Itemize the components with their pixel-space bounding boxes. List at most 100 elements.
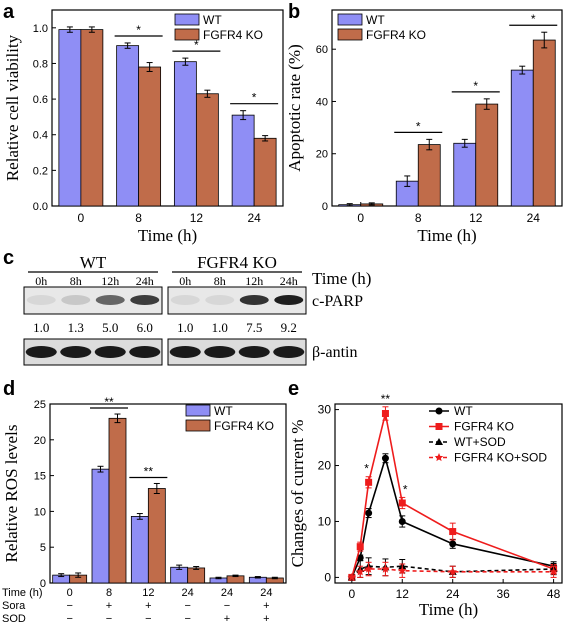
band-quantification: 1.0 bbox=[212, 320, 228, 335]
data-point bbox=[398, 566, 407, 575]
bar-ko bbox=[417, 144, 441, 207]
band-quantification: 9.2 bbox=[281, 320, 297, 335]
cparp-band bbox=[239, 295, 269, 305]
condition-cell: − bbox=[224, 600, 230, 612]
panel-label-a: a bbox=[3, 1, 15, 23]
legend-marker bbox=[435, 438, 443, 445]
x-tick-label: 12 bbox=[396, 587, 410, 601]
data-point bbox=[364, 564, 373, 573]
data-point bbox=[381, 564, 390, 573]
x-axis-label: Time (h) bbox=[417, 226, 476, 245]
legend-label: WT bbox=[366, 13, 385, 27]
legend-label: FGFR4 KO bbox=[203, 28, 263, 42]
condition-cell: − bbox=[184, 613, 190, 625]
legend-label: WT+SOD bbox=[454, 435, 506, 449]
actin-band bbox=[25, 346, 57, 358]
legend-label: FGFR4 KO bbox=[214, 419, 274, 433]
cparp-band bbox=[130, 295, 160, 305]
bar-ko bbox=[475, 103, 499, 207]
blot-group-label: FGFR4 KO bbox=[197, 253, 277, 272]
actin-band bbox=[238, 346, 270, 358]
y-tick-label: 10 bbox=[34, 506, 46, 518]
actin-band bbox=[60, 346, 92, 358]
chart-e: 0 10 20 30 0 12 24 36 48 Time (h) Changes of curre… bbox=[288, 392, 563, 619]
y-tick-label: 0.0 bbox=[33, 201, 48, 213]
y-axis-label: Relative ROS levels bbox=[2, 425, 21, 563]
x-tick-label: 0 bbox=[357, 211, 364, 225]
band-quantification: 1.3 bbox=[68, 320, 84, 335]
legend-label: FGFR4 KO bbox=[366, 28, 426, 42]
x-tick-label: 24 bbox=[446, 587, 460, 601]
bar-wt bbox=[116, 45, 140, 207]
plot-frame bbox=[49, 403, 287, 584]
band-quantification: 6.0 bbox=[137, 320, 153, 335]
x-tick-label: 8 bbox=[415, 211, 422, 225]
data-point bbox=[356, 543, 364, 551]
actin-band bbox=[169, 346, 201, 358]
band-quantification: 1.0 bbox=[33, 320, 49, 335]
data-point bbox=[449, 528, 457, 536]
data-point bbox=[449, 540, 457, 548]
condition-cell: + bbox=[263, 613, 269, 625]
condition-cell: 24 bbox=[221, 587, 233, 599]
y-tick-label: 0 bbox=[324, 570, 331, 584]
legend-marker bbox=[434, 453, 444, 462]
bar-ko bbox=[195, 93, 219, 207]
data-point bbox=[347, 572, 357, 581]
legend-swatch-wt bbox=[337, 13, 363, 26]
y-axis-label: Relative cell viability bbox=[3, 34, 22, 181]
x-tick-label: 0 bbox=[348, 587, 355, 601]
bar-wt bbox=[58, 29, 82, 207]
x-tick-label: 24 bbox=[247, 211, 261, 225]
y-tick-label: 60 bbox=[316, 44, 328, 56]
band-quantification: 1.0 bbox=[177, 320, 193, 335]
bar-wt bbox=[91, 468, 110, 584]
significance-marker: ** bbox=[381, 392, 391, 406]
bar-wt bbox=[231, 114, 255, 207]
significance-marker: ** bbox=[144, 464, 154, 478]
series-line-0 bbox=[351, 455, 554, 578]
legend-label: WT bbox=[203, 13, 222, 27]
condition-cell: − bbox=[145, 613, 151, 625]
legend-label: WT bbox=[214, 404, 233, 418]
actin-band bbox=[94, 346, 126, 358]
condition-row-label: Sora bbox=[2, 600, 26, 612]
condition-row-label: Time (h) bbox=[2, 587, 43, 599]
y-tick-label: 0.6 bbox=[33, 94, 48, 106]
panel-label-c: c bbox=[3, 247, 14, 269]
western-blot-panel: WT 0h 1.0 8h 1.3 12h 5.0 24h 6.0 FGFR4 KO 0h 1.0 8h 1… bbox=[23, 253, 371, 366]
significance-marker: * bbox=[136, 23, 141, 37]
data-point bbox=[381, 454, 389, 462]
condition-cell: − bbox=[184, 600, 190, 612]
significance-marker: * bbox=[364, 462, 369, 476]
lane-label: 12h bbox=[245, 274, 263, 288]
lane-label: 24h bbox=[280, 274, 298, 288]
legend-swatch-wt bbox=[185, 404, 211, 417]
chart-a: 0.0 0.2 0.4 0.6 0.8 1.0 0 8 12 24 * * * Time (h) Relat… bbox=[3, 9, 284, 245]
condition-cell: + bbox=[263, 600, 269, 612]
x-axis-label: Time (h) bbox=[138, 226, 197, 245]
row-label-actin: β-antin bbox=[312, 344, 357, 361]
y-tick-label: 20 bbox=[318, 459, 332, 473]
y-tick-label: 20 bbox=[316, 149, 328, 161]
y-tick-label: 1.0 bbox=[33, 23, 48, 35]
data-point bbox=[356, 554, 364, 562]
data-point bbox=[398, 499, 406, 507]
significance-marker: * bbox=[194, 38, 199, 52]
bar-ko bbox=[80, 29, 104, 207]
condition-cell: − bbox=[66, 613, 72, 625]
data-point bbox=[365, 478, 373, 486]
lane-label: 8h bbox=[214, 274, 226, 288]
bar-ko bbox=[187, 567, 206, 584]
condition-cell: − bbox=[106, 613, 112, 625]
significance-marker: * bbox=[473, 79, 478, 93]
legend-label: FGFR4 KO+SOD bbox=[454, 451, 547, 465]
cparp-band bbox=[205, 295, 235, 305]
y-tick-label: 20 bbox=[34, 435, 46, 447]
bar-ko bbox=[138, 66, 162, 207]
bar-wt bbox=[510, 69, 534, 207]
band-quantification: 5.0 bbox=[102, 320, 118, 335]
data-point bbox=[448, 567, 457, 576]
panel-label-e: e bbox=[288, 378, 299, 400]
